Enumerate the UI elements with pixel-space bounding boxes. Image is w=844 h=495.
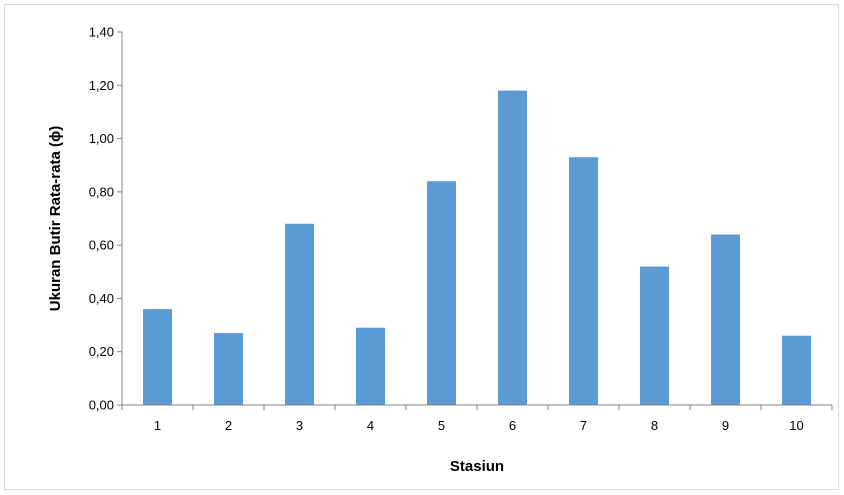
y-axis-title: Ukuran Butir Rata-rata (ϕ) (47, 126, 64, 311)
y-tick-label: 1,00 (89, 131, 114, 146)
y-tick-label: 1,20 (89, 78, 114, 93)
x-tick-label: 5 (438, 418, 445, 433)
bars-group (143, 90, 811, 405)
x-tick-label: 6 (509, 418, 516, 433)
y-tick-label: 0,60 (89, 238, 114, 253)
x-tick-labels: 1 2 3 4 5 6 7 8 9 10 (154, 418, 804, 433)
chart-frame (4, 4, 839, 490)
x-tick-label: 3 (296, 418, 303, 433)
bar-6 (498, 90, 527, 405)
x-tick-label: 4 (367, 418, 374, 433)
bar-9 (711, 234, 740, 405)
x-axis-title: Stasiun (450, 458, 504, 475)
bar-5 (427, 181, 456, 405)
x-tick-label: 10 (789, 418, 803, 433)
x-tick-label: 1 (154, 418, 161, 433)
y-tick-label: 0,00 (89, 398, 114, 413)
bar-10 (782, 335, 811, 405)
bar-2 (214, 333, 243, 405)
y-tick-labels: 0,00 0,20 0,40 0,60 0,80 1,00 1,20 1,40 (89, 25, 114, 413)
y-tick-label: 0,80 (89, 184, 114, 199)
bar-4 (356, 327, 385, 405)
y-tick-label: 0,40 (89, 291, 114, 306)
x-tick-label: 8 (651, 418, 658, 433)
x-tick-label: 2 (225, 418, 232, 433)
x-tick-label: 7 (580, 418, 587, 433)
axes-group (117, 31, 833, 410)
bar-8 (640, 266, 669, 405)
x-tick-label: 9 (722, 418, 729, 433)
bar-7 (569, 157, 598, 405)
y-tick-label: 0,20 (89, 344, 114, 359)
bar-1 (143, 309, 172, 405)
y-tick-label: 1,40 (89, 25, 114, 40)
bar-3 (285, 223, 314, 405)
